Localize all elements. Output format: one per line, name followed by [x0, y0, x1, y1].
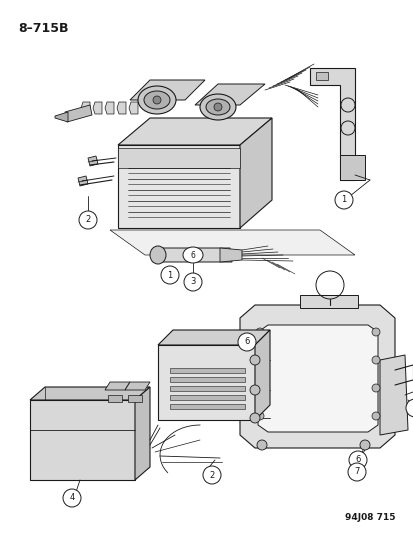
Polygon shape	[170, 368, 244, 373]
Circle shape	[255, 356, 263, 364]
Polygon shape	[379, 355, 407, 435]
Polygon shape	[158, 345, 254, 420]
Circle shape	[371, 412, 379, 420]
Text: 8–715B: 8–715B	[18, 22, 68, 35]
Ellipse shape	[206, 99, 230, 115]
Circle shape	[255, 384, 263, 392]
Polygon shape	[309, 68, 354, 180]
Polygon shape	[125, 382, 150, 390]
Ellipse shape	[144, 91, 170, 109]
Polygon shape	[88, 156, 98, 166]
Polygon shape	[130, 80, 204, 100]
Polygon shape	[339, 155, 364, 180]
Circle shape	[256, 440, 266, 450]
Polygon shape	[78, 176, 88, 186]
Text: 2: 2	[85, 215, 90, 224]
Polygon shape	[105, 382, 130, 390]
Text: 6: 6	[244, 337, 249, 346]
Polygon shape	[299, 295, 357, 308]
Polygon shape	[240, 305, 394, 448]
Circle shape	[79, 211, 97, 229]
Polygon shape	[65, 105, 92, 122]
Text: 1: 1	[341, 196, 346, 205]
Polygon shape	[170, 377, 244, 382]
Polygon shape	[153, 248, 231, 262]
Polygon shape	[170, 395, 244, 400]
Circle shape	[255, 328, 263, 336]
Ellipse shape	[150, 246, 166, 264]
Text: 6: 6	[190, 251, 195, 260]
Text: 94J08 715: 94J08 715	[345, 513, 395, 522]
Text: 6: 6	[354, 456, 360, 464]
Circle shape	[255, 412, 263, 420]
Polygon shape	[170, 404, 244, 409]
Polygon shape	[170, 386, 244, 391]
Circle shape	[161, 266, 178, 284]
Polygon shape	[30, 400, 135, 480]
Circle shape	[249, 355, 259, 365]
Polygon shape	[81, 102, 90, 114]
Ellipse shape	[138, 86, 176, 114]
Polygon shape	[158, 330, 269, 345]
Polygon shape	[240, 118, 271, 228]
Polygon shape	[128, 395, 142, 402]
Polygon shape	[118, 118, 271, 145]
Circle shape	[334, 191, 352, 209]
Polygon shape	[108, 395, 122, 402]
Ellipse shape	[183, 247, 202, 263]
Circle shape	[371, 328, 379, 336]
Polygon shape	[110, 230, 354, 255]
Polygon shape	[129, 102, 138, 114]
Polygon shape	[118, 145, 240, 228]
Circle shape	[348, 451, 366, 469]
Circle shape	[153, 96, 161, 104]
Polygon shape	[55, 112, 68, 122]
Polygon shape	[105, 102, 114, 114]
Polygon shape	[257, 325, 377, 432]
Text: 3: 3	[190, 278, 195, 287]
Polygon shape	[117, 102, 126, 114]
Circle shape	[371, 384, 379, 392]
Polygon shape	[315, 72, 327, 80]
Polygon shape	[254, 330, 269, 420]
Polygon shape	[219, 248, 242, 262]
Circle shape	[371, 356, 379, 364]
Text: 5: 5	[411, 403, 413, 413]
Circle shape	[202, 466, 221, 484]
Circle shape	[405, 399, 413, 417]
Circle shape	[214, 103, 221, 111]
Text: 1: 1	[167, 271, 172, 279]
Circle shape	[249, 413, 259, 423]
Circle shape	[183, 273, 202, 291]
Polygon shape	[30, 387, 150, 400]
Text: 7: 7	[354, 467, 359, 477]
Circle shape	[249, 385, 259, 395]
Polygon shape	[195, 84, 264, 105]
Circle shape	[359, 440, 369, 450]
Text: 4: 4	[69, 494, 74, 503]
Polygon shape	[135, 387, 150, 480]
Circle shape	[237, 333, 255, 351]
Circle shape	[63, 489, 81, 507]
Circle shape	[347, 463, 365, 481]
Polygon shape	[93, 102, 102, 114]
Polygon shape	[118, 148, 240, 168]
Text: 2: 2	[209, 471, 214, 480]
Ellipse shape	[199, 94, 235, 120]
